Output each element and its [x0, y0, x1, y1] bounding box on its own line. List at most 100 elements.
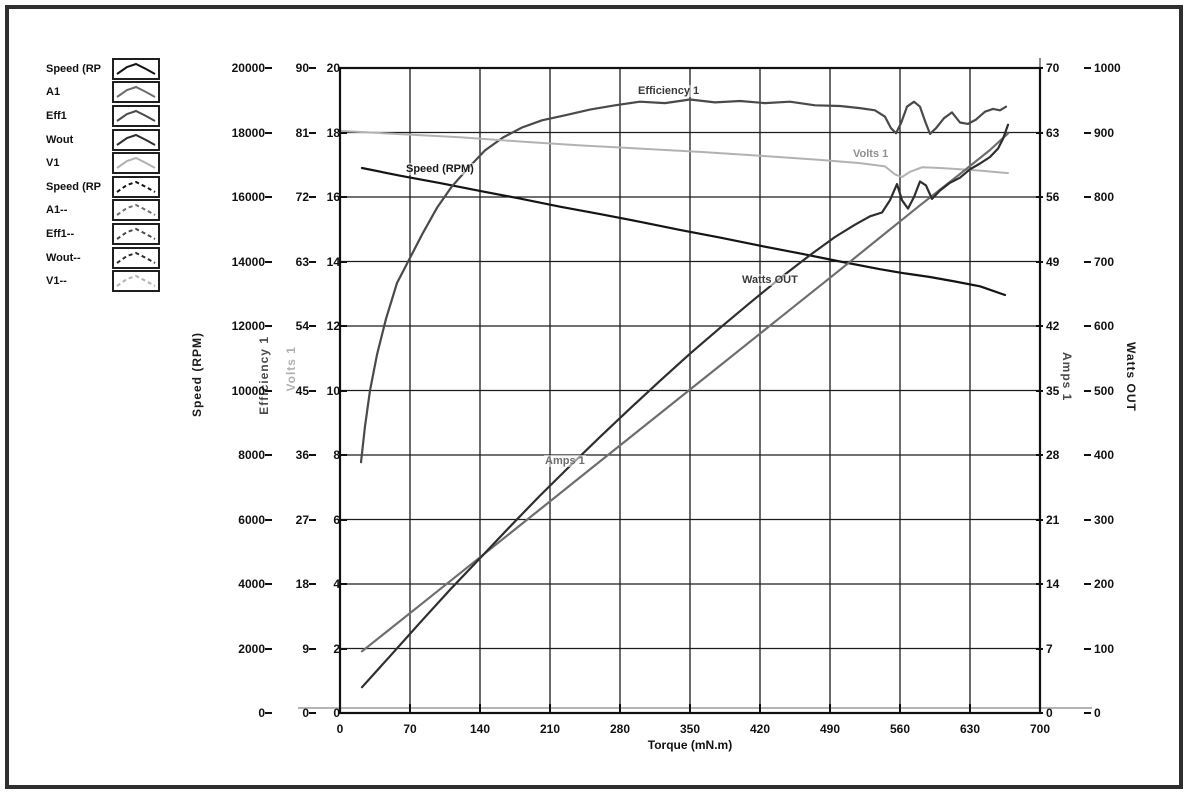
legend-item-label: Wout-- — [46, 251, 81, 264]
legend-line-glyph — [116, 227, 156, 240]
x-tick-label: 210 — [539, 722, 561, 736]
volts-tick-label: 2 — [217, 642, 347, 656]
speed-tick-label: 16000 — [142, 190, 272, 204]
efficiency-axis-title: Efficiency 1 — [257, 336, 271, 415]
x-tick-mark — [969, 704, 971, 713]
x-tick-mark — [899, 704, 901, 713]
tick-mark — [1084, 389, 1091, 392]
efficiency-tick-label: 9 — [186, 642, 316, 656]
watts-tick-label: 500 — [1084, 384, 1188, 398]
x-tick-label: 350 — [679, 722, 701, 736]
tick-mark — [309, 647, 316, 650]
legend-item: Speed (RP — [46, 175, 160, 199]
legend-item: A1 — [46, 81, 160, 105]
amps-tick-label: 14 — [1036, 577, 1166, 591]
efficiency-tick-label: 63 — [186, 255, 316, 269]
series-volts-line — [339, 129, 1009, 178]
legend-line-sample — [112, 81, 160, 104]
legend-item: Wout — [46, 128, 160, 152]
tick-mark — [1036, 196, 1043, 198]
series-speed-line — [360, 166, 1007, 297]
legend-item: V1-- — [46, 269, 160, 293]
tick-mark — [309, 712, 316, 714]
x-tick-label: 280 — [609, 722, 631, 736]
tick-mark — [309, 583, 316, 585]
legend-line-sample — [112, 57, 160, 80]
efficiency-tick-label: 72 — [186, 190, 316, 204]
volts-tick-label: 20 — [217, 61, 347, 75]
legend-line-sample — [112, 175, 160, 198]
tick-mark — [265, 67, 272, 69]
legend-item: V1 — [46, 151, 160, 175]
tick-mark — [265, 647, 272, 650]
speed-tick-label: 14000 — [142, 255, 272, 269]
watts-tick-label: 100 — [1084, 642, 1188, 656]
volts-tick-label: 10 — [217, 384, 347, 398]
x-tick-mark — [409, 704, 411, 713]
legend-item: Eff1 — [46, 104, 160, 128]
tick-mark — [309, 389, 316, 392]
legend-line-glyph — [116, 157, 156, 170]
tick-mark — [309, 260, 316, 263]
x-tick-mark — [549, 704, 551, 713]
amps-tick-label: 35 — [1036, 384, 1166, 398]
tick-mark — [1036, 712, 1043, 714]
tick-mark — [265, 325, 272, 327]
legend-item: Speed (RP — [46, 57, 160, 81]
x-tick-mark — [759, 704, 761, 713]
curve-label-speed: Speed (RPM) — [405, 162, 475, 175]
legend-item-label: Eff1 — [46, 109, 67, 122]
tick-mark — [1084, 325, 1091, 327]
speed-tick-label: 6000 — [142, 513, 272, 527]
series-efficiency-line — [359, 98, 1008, 464]
tick-mark — [309, 196, 316, 198]
tick-mark — [1036, 518, 1043, 521]
speed-tick-label: 20000 — [142, 61, 272, 75]
tick-mark — [340, 389, 347, 392]
tick-mark — [309, 518, 316, 521]
chart-legend: Speed (RP A1 Eff1 Wout V1 Speed (RP A1--… — [46, 57, 160, 293]
legend-line-glyph — [116, 86, 156, 99]
legend-item: A1-- — [46, 199, 160, 223]
amps-tick-label: 42 — [1036, 319, 1166, 333]
tick-mark — [340, 518, 347, 521]
tick-mark — [1084, 131, 1091, 134]
tick-mark — [265, 518, 272, 521]
volts-tick-label: 4 — [217, 577, 347, 591]
tick-mark — [265, 454, 272, 456]
x-tick-mark — [619, 704, 621, 713]
tick-mark — [340, 647, 347, 650]
legend-line-glyph — [116, 133, 156, 146]
amps-tick-label: 7 — [1036, 642, 1166, 656]
tick-mark — [1084, 647, 1091, 650]
legend-line-sample — [112, 104, 160, 127]
curve-label-volts: Volts 1 — [852, 148, 890, 161]
tick-mark — [1036, 325, 1043, 327]
volts-tick-label: 12 — [217, 319, 347, 333]
tick-mark — [1084, 583, 1091, 585]
tick-mark — [1084, 712, 1091, 714]
speed-tick-label: 0 — [142, 706, 272, 720]
legend-line-glyph — [116, 251, 156, 264]
legend-item-label: Eff1-- — [46, 227, 75, 240]
legend-item-label: Wout — [46, 133, 74, 146]
x-tick-mark — [339, 704, 341, 713]
x-tick-label: 0 — [336, 722, 344, 736]
legend-item: Wout-- — [46, 246, 160, 270]
volts-tick-label: 16 — [217, 190, 347, 204]
curve-label-efficiency: Efficiency 1 — [637, 84, 701, 97]
legend-line-glyph — [116, 275, 156, 288]
tick-mark — [1036, 67, 1043, 69]
speed-tick-label: 18000 — [142, 126, 272, 140]
efficiency-tick-label: 0 — [186, 706, 316, 720]
tick-mark — [309, 454, 316, 456]
tick-mark — [340, 454, 347, 456]
secondary-baseline — [298, 707, 1092, 709]
tick-mark — [340, 712, 347, 714]
watts-tick-label: 200 — [1084, 577, 1188, 591]
tick-mark — [340, 260, 347, 263]
amps-tick-label: 21 — [1036, 513, 1166, 527]
x-tick-mark — [689, 704, 691, 713]
tick-mark — [1084, 260, 1091, 263]
legend-line-glyph — [116, 109, 156, 122]
